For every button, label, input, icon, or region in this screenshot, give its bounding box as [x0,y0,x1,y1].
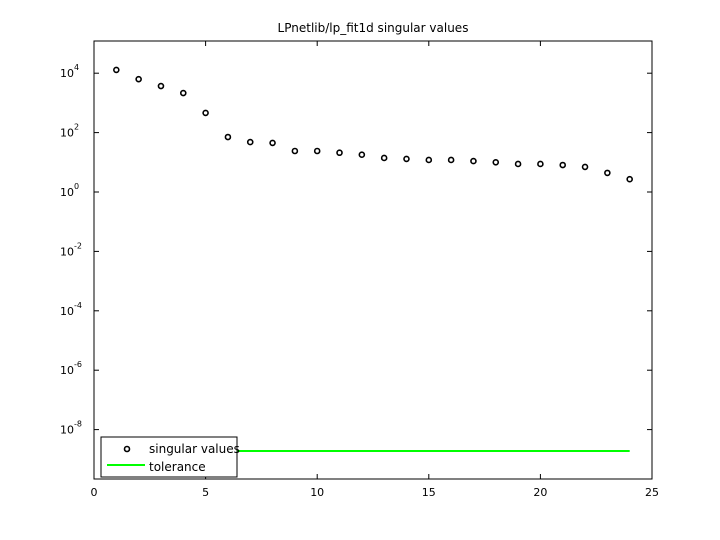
data-point [604,169,611,177]
y-tick-label: 10-4 [60,301,82,318]
data-point [581,163,589,171]
y-tick-label: 104 [60,63,79,80]
x-tick-label: 10 [310,486,324,499]
data-point [179,89,187,97]
y-tick-label: 10-2 [60,241,82,258]
x-tick-label: 0 [91,486,98,499]
data-point [202,109,209,117]
data-point [537,160,544,168]
x-tick-label: 20 [533,486,547,499]
data-point [492,159,500,166]
legend: singular values tolerance [100,436,240,478]
y-tick-label: 10-8 [60,420,82,437]
plot-data [113,66,633,453]
data-point [447,156,455,164]
plot-frame [93,40,653,480]
y-tick-label: 10-6 [60,360,82,377]
data-point [157,82,165,90]
data-point [246,138,254,146]
data-point [470,157,477,165]
data-point [380,154,388,162]
data-point [313,147,321,155]
legend-marker-circle-icon [123,445,131,453]
data-point [403,155,410,163]
data-point [224,133,232,141]
data-point [559,161,567,169]
x-tick-label: 15 [422,486,436,499]
x-tick-label: 25 [645,486,659,499]
data-point [514,160,522,168]
data-point [113,66,120,74]
x-tick-label: 5 [202,486,209,499]
legend-label-singular-values: singular values [149,442,240,456]
y-tick-label: 102 [60,123,79,140]
data-point [269,139,276,147]
y-tick-label: 100 [60,182,79,199]
plot-axes: 0 5 10 15 20 25 104 102 100 10-2 10-4 10-6 10-8 [60,40,659,499]
data-point [336,149,343,157]
data-point [135,75,142,83]
data-point [358,151,366,159]
chart-title: LPnetlib/lp_fit1d singular values [278,21,469,35]
data-point [626,175,633,183]
data-point [291,147,299,155]
data-point [425,156,433,164]
legend-box [100,436,238,478]
legend-label-tolerance: tolerance [149,460,206,474]
